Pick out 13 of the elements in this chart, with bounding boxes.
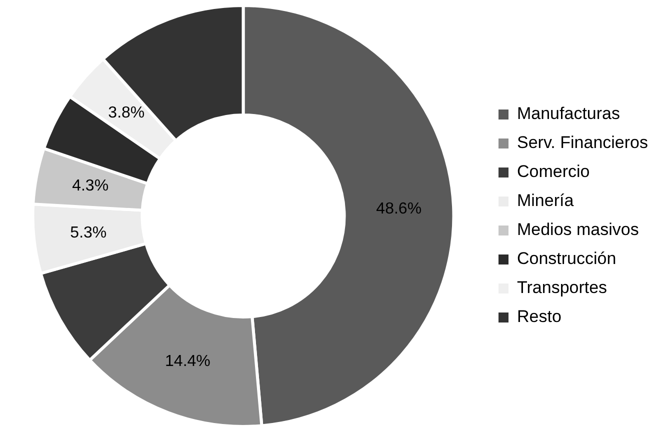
data-label: 4.3% — [72, 178, 109, 195]
legend-label: Transportes — [516, 278, 608, 298]
legend-label: Construcción — [516, 249, 616, 268]
data-label: 3.8% — [108, 104, 145, 122]
legend-label: Resto — [516, 307, 562, 326]
legend-label: Minería — [516, 191, 574, 210]
legend-label: Medios masivos — [516, 220, 639, 240]
legend-label: Manufacturas — [516, 104, 620, 124]
data-label: 5.3% — [70, 224, 107, 242]
data-label: 48.6% — [376, 200, 422, 218]
legend-label: Serv. Financieros — [516, 133, 648, 152]
data-label: 14.4% — [165, 352, 210, 370]
legend-label: Comercio — [516, 162, 590, 182]
